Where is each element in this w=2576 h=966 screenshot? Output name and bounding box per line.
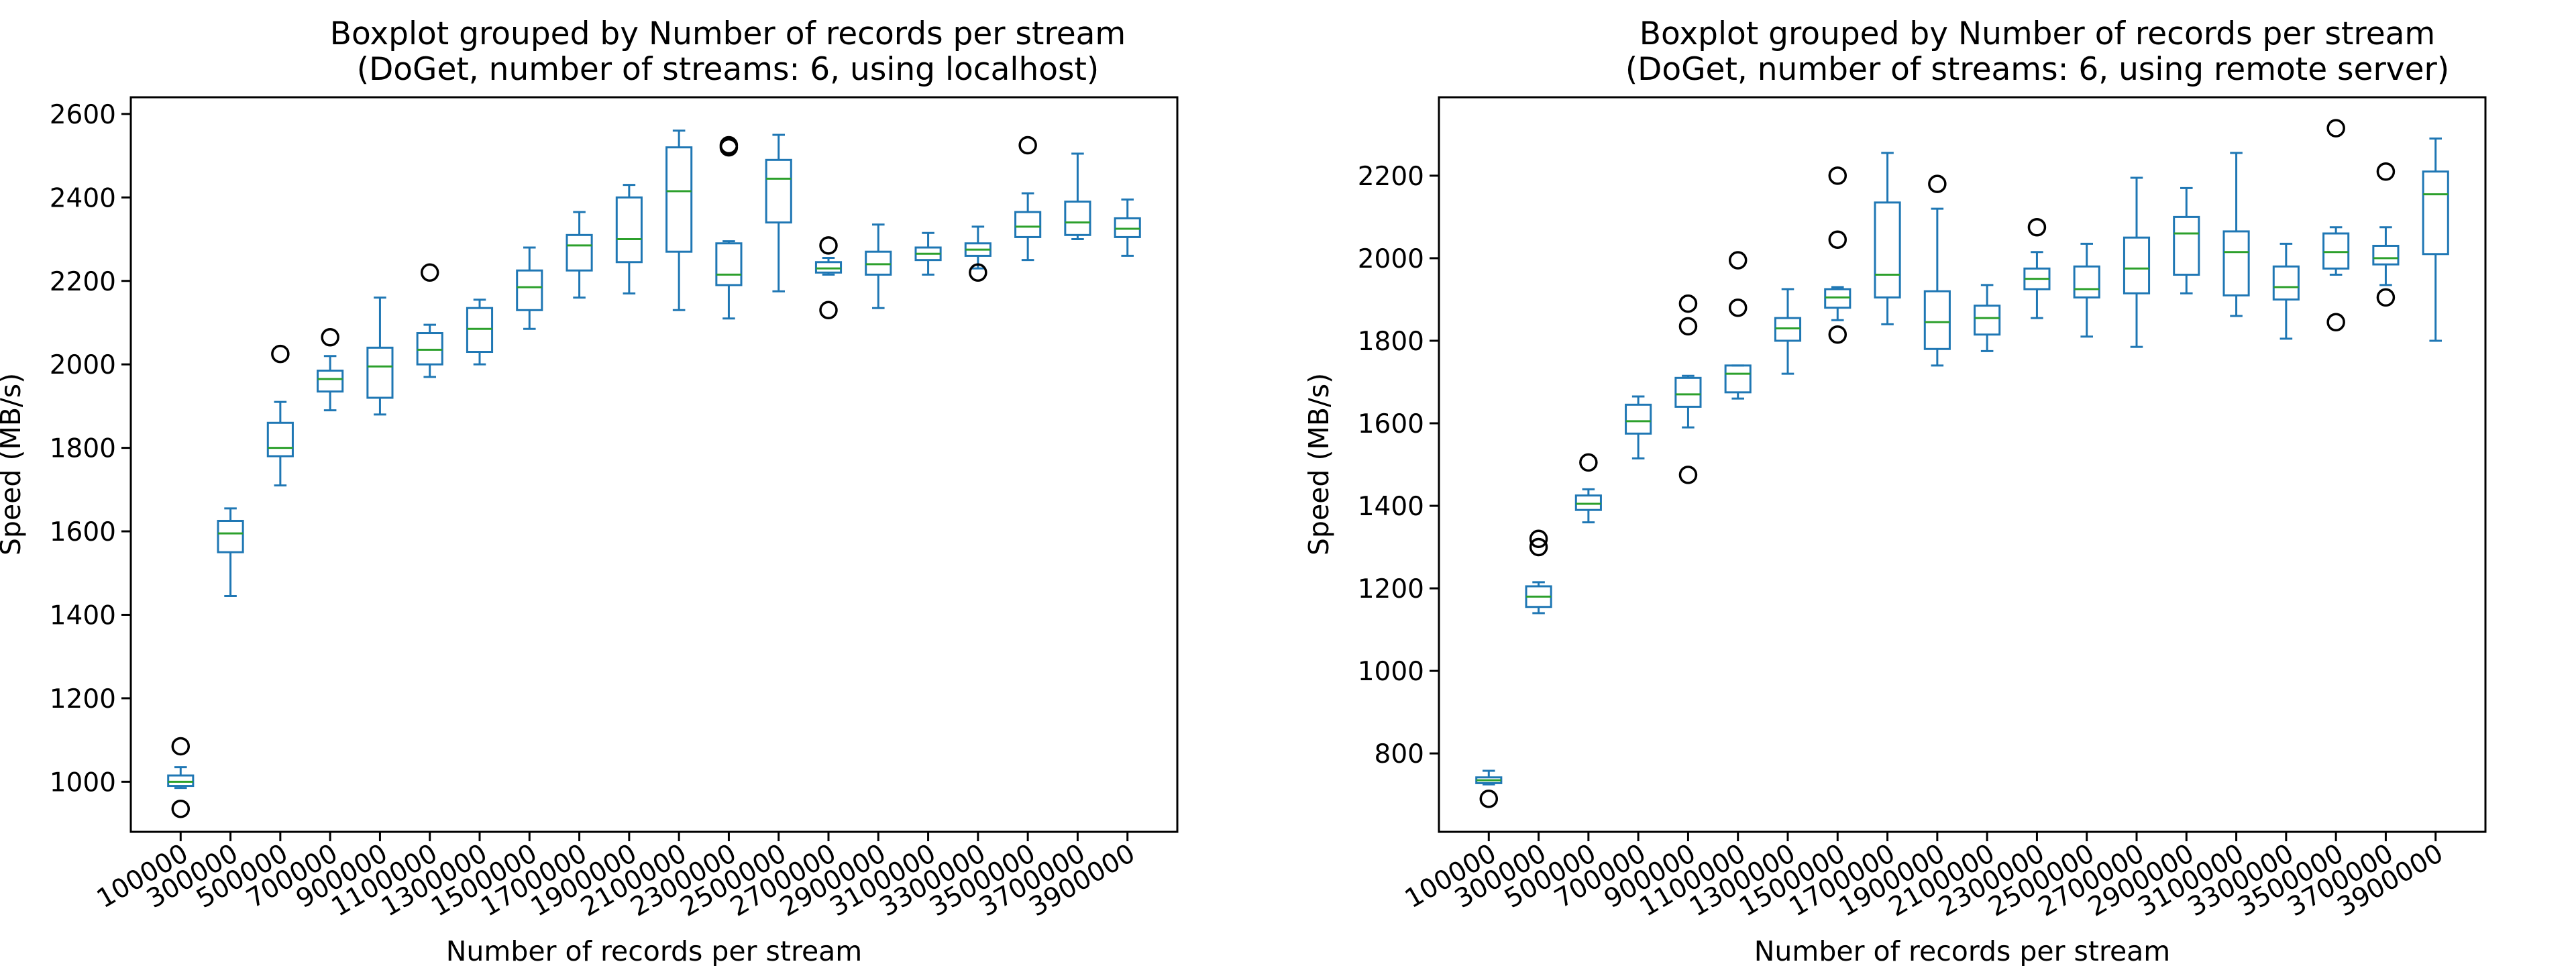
y-tick-label: 1400: [1358, 492, 1424, 522]
box: [615, 196, 643, 264]
box: [2073, 265, 2100, 299]
box: [167, 774, 195, 788]
box: [865, 250, 892, 276]
box: [1923, 290, 1951, 350]
y-tick-label: 1200: [1358, 574, 1424, 604]
outlier-point: [819, 236, 838, 255]
y-tick-label: 800: [1375, 739, 1424, 769]
box: [566, 233, 593, 272]
box: [1574, 494, 1602, 511]
outlier-point: [1728, 298, 1748, 317]
box: [2322, 232, 2350, 270]
chart-title-line2: (DoGet, number of streams: 6, using loca…: [357, 51, 1099, 88]
outlier-point: [1728, 251, 1748, 270]
outlier-point: [819, 301, 838, 320]
box: [2372, 244, 2400, 266]
box: [2422, 170, 2449, 256]
y-tick-label: 1800: [1358, 327, 1424, 357]
chart-title-line2: (DoGet, number of streams: 6, using remo…: [1625, 51, 2449, 88]
box: [1724, 364, 1752, 394]
y-tick-label: 2200: [50, 267, 116, 297]
outlier-point: [1828, 325, 1847, 344]
outlier-point: [2326, 313, 2345, 332]
y-tick-label: 2000: [50, 350, 116, 380]
plot-frame: [1438, 96, 2487, 833]
outlier-point: [1928, 174, 1947, 193]
box: [366, 346, 394, 399]
box: [217, 519, 244, 553]
y-axis-label: Speed (MB/s): [0, 373, 27, 555]
outlier-point: [171, 737, 191, 756]
box: [266, 421, 294, 458]
outlier-point: [1678, 466, 1698, 484]
chart-title-line1: Boxplot grouped by Number of records per…: [330, 15, 1126, 52]
outlier-point: [2376, 162, 2396, 181]
plot-frame: [129, 96, 1179, 833]
box: [1014, 211, 1042, 238]
y-tick-label: 1800: [50, 434, 116, 464]
y-tick-label: 2200: [1358, 162, 1424, 192]
y-tick-label: 1600: [1358, 409, 1424, 439]
outlier-point: [969, 263, 987, 282]
outlier-point: [1529, 537, 1548, 557]
box: [1625, 403, 1652, 435]
y-axis-label: Speed (MB/s): [1303, 373, 1335, 555]
box: [715, 242, 743, 286]
y-tick-label: 1600: [50, 517, 116, 547]
box: [2173, 215, 2200, 276]
y-tick-label: 2400: [50, 183, 116, 213]
outlier-point: [1529, 529, 1548, 548]
outlier-point: [1579, 453, 1598, 472]
outlier-point: [1828, 230, 1847, 249]
box: [1064, 201, 1091, 236]
chart-title-line1: Boxplot grouped by Number of records per…: [1640, 15, 2435, 52]
outlier-point: [1828, 166, 1847, 185]
outlier-point: [1018, 136, 1037, 155]
y-tick-label: 1000: [50, 767, 116, 798]
box: [1974, 305, 2001, 336]
box: [1774, 317, 1802, 342]
box: [814, 261, 843, 274]
box: [516, 269, 543, 311]
y-tick-label: 2000: [1358, 244, 1424, 274]
outlier-point: [271, 344, 290, 364]
box: [1674, 376, 1702, 408]
box: [765, 158, 792, 224]
box: [1824, 288, 1851, 309]
outlier-point: [420, 263, 439, 282]
box: [2272, 265, 2300, 301]
outlier-point: [171, 800, 191, 818]
box: [1874, 201, 1901, 299]
box: [317, 370, 344, 393]
x-axis-label: Number of records per stream: [446, 935, 862, 966]
outlier-point: [2027, 218, 2047, 237]
outlier-point: [1678, 294, 1698, 313]
outlier-point: [321, 327, 339, 347]
outlier-point: [2376, 288, 2396, 307]
outlier-point: [2326, 119, 2345, 138]
y-tick-label: 1400: [50, 600, 116, 631]
outlier-point: [1479, 790, 1499, 808]
box: [2123, 236, 2151, 294]
box: [466, 307, 494, 354]
x-axis-label: Number of records per stream: [1754, 935, 2170, 966]
box: [2222, 230, 2250, 297]
box: [1114, 217, 1141, 238]
box: [665, 146, 693, 253]
outlier-point: [719, 136, 739, 155]
y-tick-label: 1000: [1358, 657, 1424, 687]
y-tick-label: 1200: [50, 684, 116, 714]
outlier-point: [1678, 317, 1698, 336]
y-tick-label: 2600: [50, 100, 116, 130]
box: [416, 332, 443, 366]
